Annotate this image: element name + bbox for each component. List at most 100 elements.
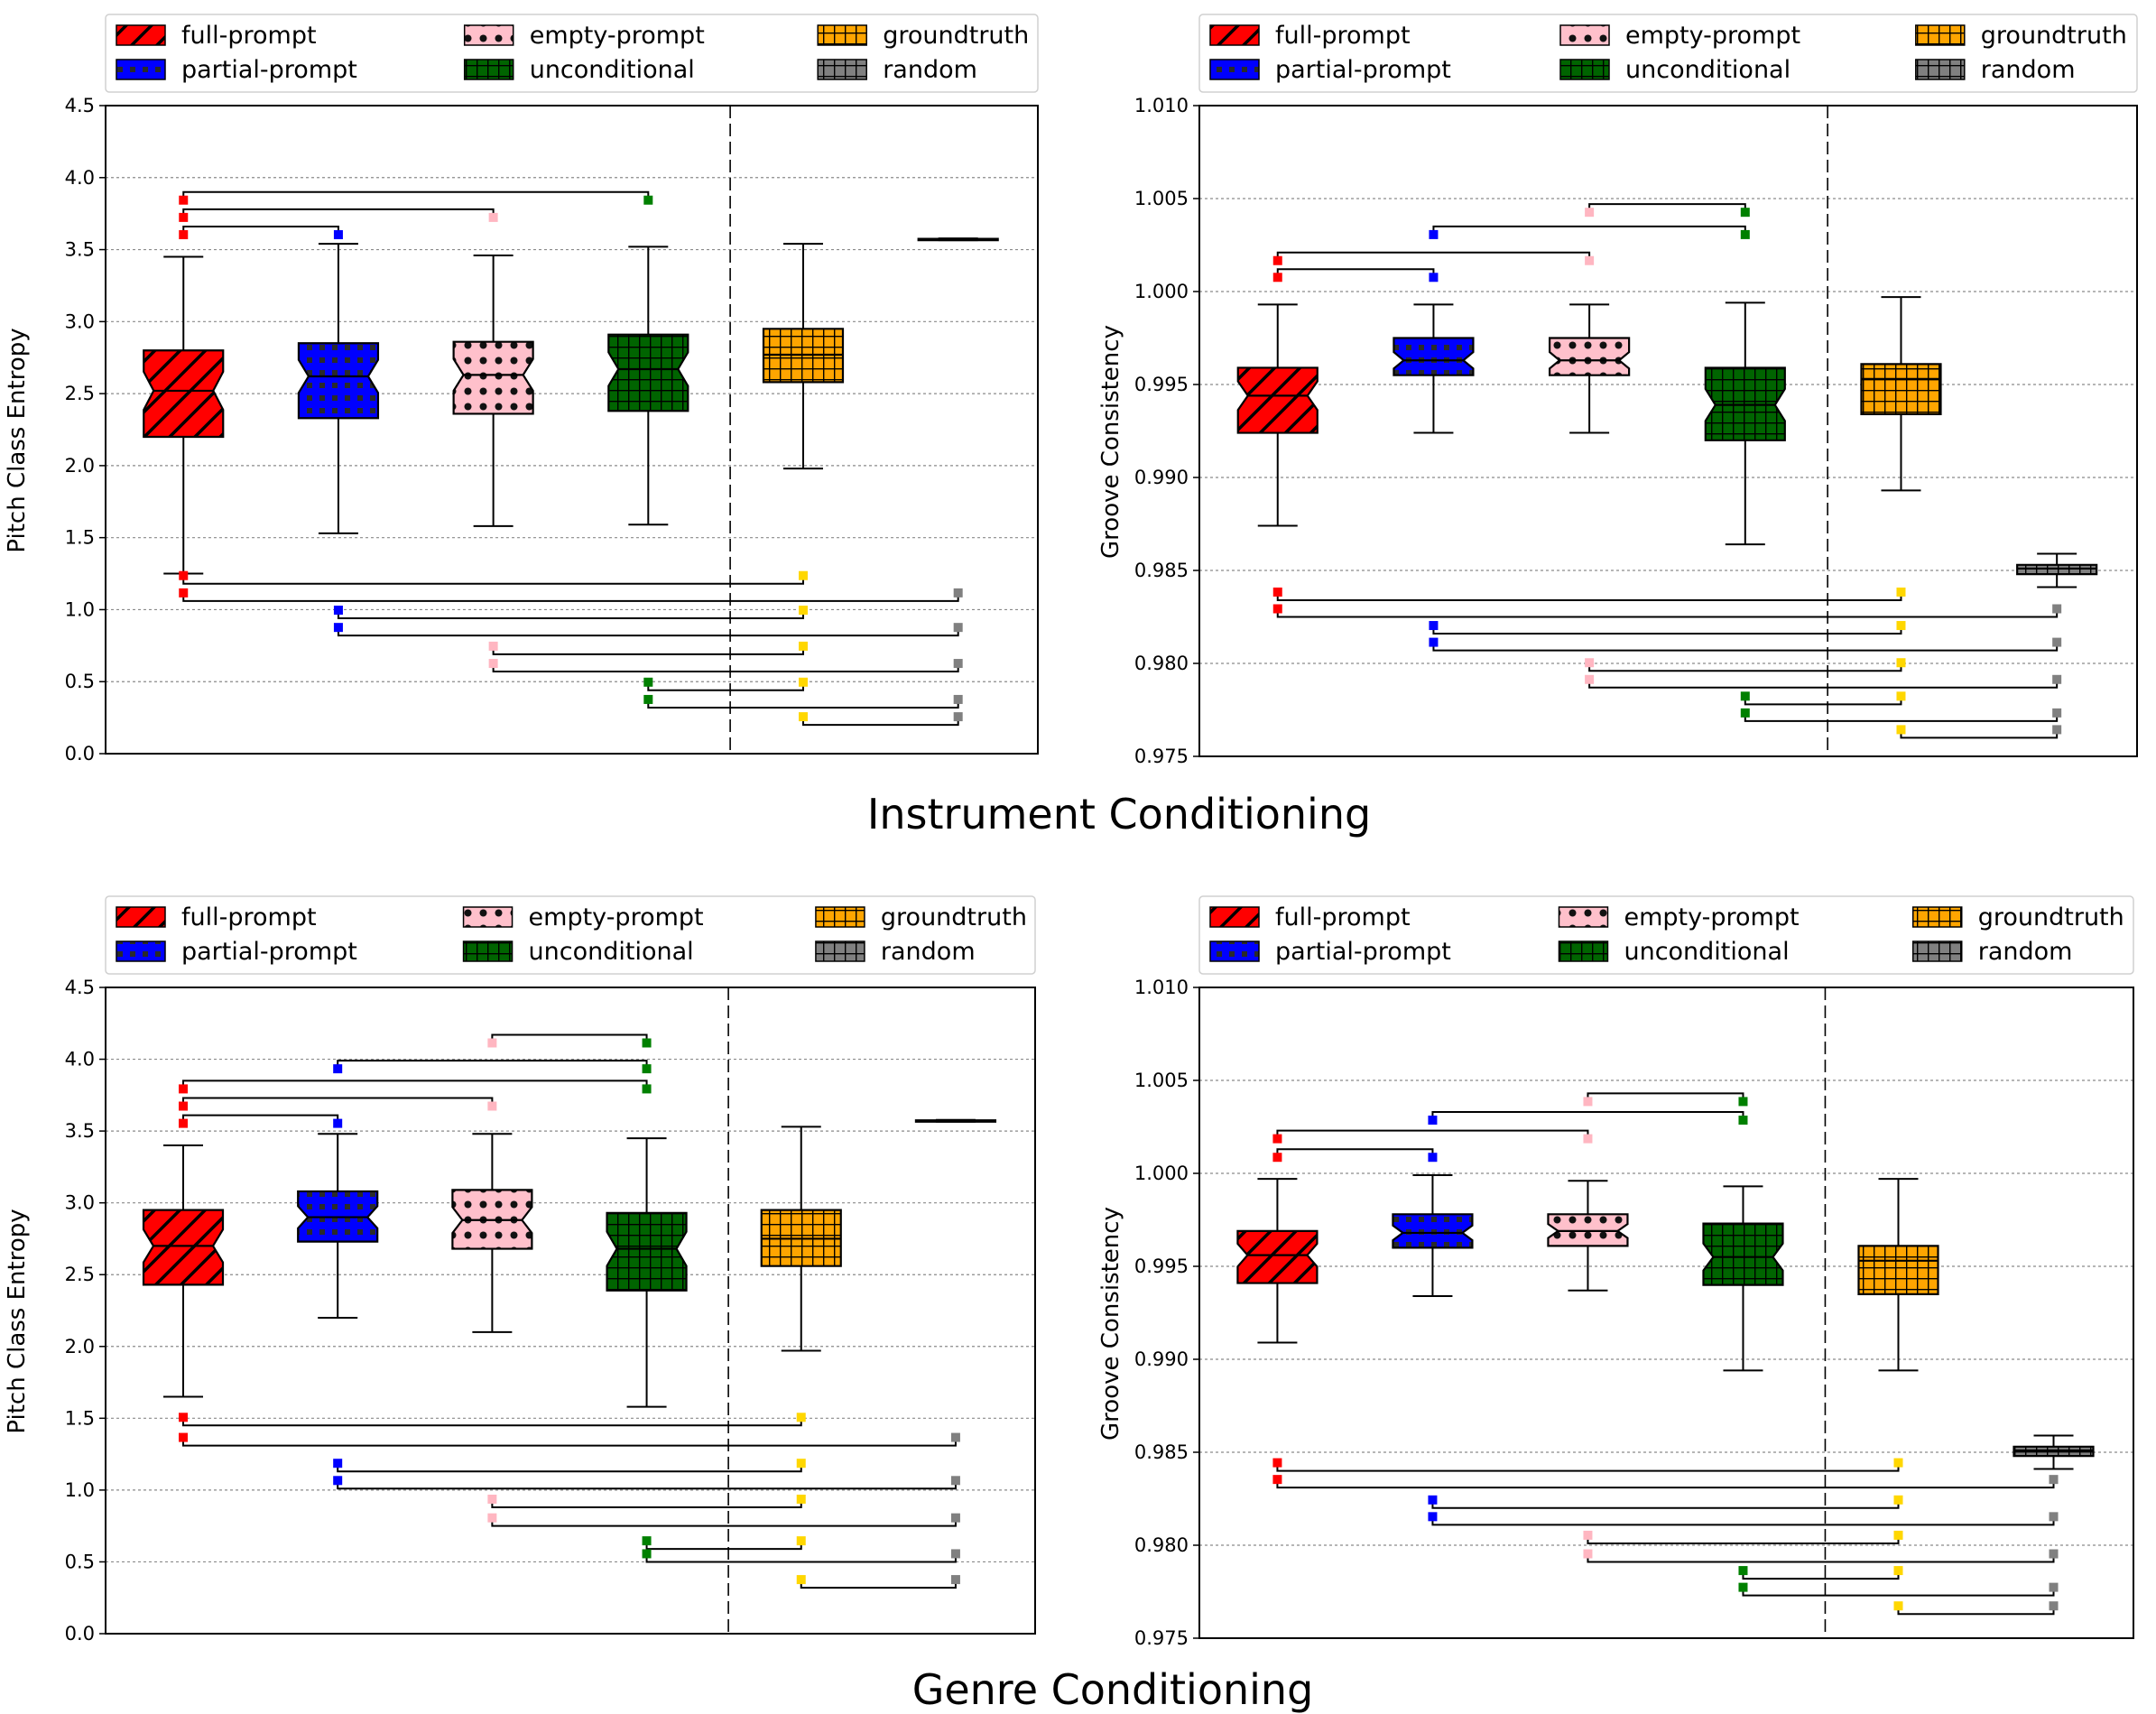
bracket-marker <box>1272 587 1282 597</box>
bracket-line <box>645 1553 957 1563</box>
box-body <box>297 342 380 420</box>
axes-frame <box>105 105 1039 755</box>
legend: full-prompt partial-prompt empty-prompt unc… <box>1198 14 2138 93</box>
bracket-line <box>1276 1462 1900 1472</box>
significance-bracket <box>1585 203 1750 218</box>
y-tick-label: 1.005 <box>1134 1070 1189 1091</box>
bracket-line <box>1742 1570 1900 1580</box>
bracket-line <box>491 1498 802 1508</box>
bracket-marker <box>643 195 653 205</box>
bracket-marker <box>179 230 189 240</box>
legend-label: unconditional <box>529 938 694 966</box>
legend-label: empty-prompt <box>530 22 705 50</box>
significance-bracket <box>1272 1458 1903 1472</box>
legend-swatch <box>815 906 865 928</box>
significance-bracket <box>642 1549 960 1563</box>
significance-bracket <box>643 677 808 691</box>
significance-bracket <box>642 1536 806 1551</box>
box-body <box>1392 1213 1474 1249</box>
bracket-line <box>645 1541 802 1551</box>
significance-bracket <box>1740 708 2062 722</box>
legend-frame <box>105 14 1039 93</box>
bracket-line <box>1744 712 2059 722</box>
bracket-line <box>1432 625 1902 635</box>
legend-swatch <box>1559 24 1610 46</box>
legend-entry: random <box>1915 56 2076 84</box>
legend: full-prompt partial-prompt empty-prompt unc… <box>1198 895 2134 975</box>
bracket-marker <box>1738 1566 1748 1576</box>
legend-swatch <box>116 24 166 46</box>
bracket-marker <box>1896 725 1906 735</box>
bracket-marker <box>953 588 963 598</box>
significance-bracket <box>1272 251 1595 265</box>
bracket-marker <box>1272 1458 1282 1468</box>
y-tick-label: 2.5 <box>65 1264 95 1285</box>
bracket-line <box>491 1033 648 1043</box>
bracket-marker <box>1896 691 1906 701</box>
significance-bracket <box>333 623 963 637</box>
significance-bracket <box>1272 1475 2059 1489</box>
bracket-line <box>182 1114 339 1124</box>
bracket-marker <box>179 588 189 598</box>
bracket-marker <box>796 1494 806 1504</box>
bracket-line <box>1431 1111 1744 1121</box>
significance-bracket <box>1583 1549 2059 1563</box>
bracket-marker <box>2052 604 2062 614</box>
bracket-marker <box>950 1575 960 1585</box>
significance-bracket <box>333 1459 806 1473</box>
bracket-marker <box>2049 1601 2059 1611</box>
bracket-marker <box>1740 208 1750 218</box>
legend-swatch <box>1915 24 1966 46</box>
bracket-marker <box>487 1513 497 1523</box>
bracket-marker <box>1272 1475 1282 1485</box>
legend-frame <box>1198 895 2134 975</box>
legend-entry: partial-prompt <box>1209 56 1451 84</box>
bracket-marker <box>1740 708 1750 718</box>
bracket-marker <box>1893 1458 1903 1468</box>
bracket-marker <box>643 694 653 704</box>
significance-bracket <box>487 1033 652 1048</box>
bracket-line <box>182 592 959 602</box>
bracket-marker <box>2052 708 2062 718</box>
bracket-marker <box>2052 725 2062 735</box>
bracket-line <box>1587 1534 1900 1544</box>
bracket-line <box>492 663 959 673</box>
legend-swatch <box>462 906 514 928</box>
legend-label: groundtruth <box>1981 22 2127 50</box>
bracket-marker <box>1896 658 1906 668</box>
bracket-marker <box>1585 255 1595 265</box>
bracket-line <box>1276 1129 1589 1139</box>
bracket-line <box>1276 1148 1434 1158</box>
legend-label: full-prompt <box>1275 22 1411 50</box>
bracket-marker <box>179 1118 189 1128</box>
legend-entry: groundtruth <box>1915 22 2127 50</box>
y-tick-label: 2.0 <box>65 1336 95 1357</box>
box-groundtruth <box>1857 1178 1939 1372</box>
significance-bracket <box>1272 1148 1438 1163</box>
legend-swatch <box>1911 906 1963 928</box>
y-tick-label: 0.975 <box>1134 746 1189 767</box>
significance-bracket <box>179 1114 343 1128</box>
bracket-marker <box>1893 1495 1903 1505</box>
legend-label: empty-prompt <box>1625 22 1800 50</box>
y-tick-label: 4.0 <box>65 167 95 189</box>
significance-bracket <box>179 226 343 240</box>
y-axis-label: Groove Consistency <box>1097 325 1124 559</box>
y-tick-label: 0.990 <box>1134 467 1189 488</box>
bracket-line <box>801 717 959 727</box>
bracket-marker <box>796 1413 806 1422</box>
y-tick-label: 2.5 <box>65 383 95 404</box>
significance-bracket <box>1893 1601 2059 1616</box>
legend-label: full-prompt <box>1275 903 1411 931</box>
bracket-marker <box>643 677 653 687</box>
bracket-marker <box>950 1476 960 1486</box>
bracket-line <box>182 190 650 200</box>
bracket-line <box>1276 591 1902 601</box>
bracket-marker <box>2049 1582 2059 1592</box>
bracket-marker <box>642 1536 652 1546</box>
chart-panel: 0.0 0.5 1.0 1.5 2.0 2.5 3.0 3.5 4.0 4.5 Pitch Clas… <box>4 14 1039 764</box>
box-body <box>142 1209 225 1286</box>
legend-swatch <box>463 24 514 46</box>
legend-swatch <box>815 940 865 962</box>
